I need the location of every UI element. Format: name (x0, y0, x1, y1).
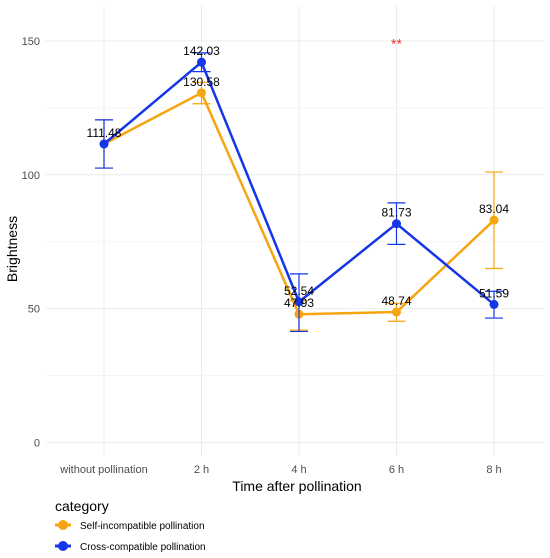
data-labels: 130.58 47.93 48.74 83.04 111.48 142.03 52.54 81… (87, 44, 510, 310)
data-point-cross (392, 219, 401, 229)
data-point-self (489, 215, 499, 225)
y-axis-title: Brightness (4, 216, 20, 282)
data-label-cross: 142.03 (183, 44, 220, 58)
data-label-self: 48.74 (381, 294, 411, 308)
legend-label-self: Self-incompatible pollination (80, 521, 205, 532)
y-axis-ticks: 0 50 100 150 (22, 36, 40, 450)
x-tick-label: 8 h (486, 464, 501, 476)
legend-key-marker-self (58, 520, 68, 530)
data-label-self: 130.58 (183, 75, 220, 89)
legend-title: category (55, 498, 109, 514)
data-point-self (392, 307, 401, 317)
x-tick-label: 4 h (291, 464, 306, 476)
data-label-self: 47.93 (284, 296, 314, 310)
data-label-cross: 51.59 (479, 286, 509, 300)
x-tick-label: 6 h (389, 464, 404, 476)
legend-item-cross: Cross-compatible pollination (55, 541, 206, 553)
data-point-self (197, 88, 206, 98)
annotations: ** (391, 36, 402, 52)
x-axis-title: Time after pollination (232, 478, 361, 494)
legend-label-cross: Cross-compatible pollination (80, 542, 206, 553)
data-point-cross (294, 297, 304, 307)
y-tick-label: 100 (22, 170, 40, 182)
legend-key-marker-cross (58, 541, 68, 551)
x-axis-ticks: without pollination 2 h 4 h 6 h 8 h (59, 464, 501, 476)
x-tick-label: 2 h (194, 464, 209, 476)
y-tick-label: 0 (34, 438, 40, 450)
data-label-cross: 52.54 (284, 284, 314, 298)
y-tick-label: 50 (28, 304, 40, 316)
significance-marker: ** (391, 36, 402, 52)
data-label-cross: 111.48 (87, 126, 122, 140)
series-layer (95, 52, 503, 333)
x-tick-label: without pollination (59, 464, 147, 476)
data-label-cross: 81.73 (381, 206, 411, 220)
data-label-self: 83.04 (479, 202, 509, 216)
series-cross (95, 52, 503, 333)
y-tick-label: 150 (22, 36, 40, 48)
data-point-cross (197, 57, 206, 67)
grid (46, 6, 544, 456)
legend: category Self-incompatible pollination C… (55, 498, 206, 553)
data-point-cross (489, 299, 499, 309)
legend-item-self: Self-incompatible pollination (55, 520, 205, 532)
data-point-cross (99, 139, 109, 149)
